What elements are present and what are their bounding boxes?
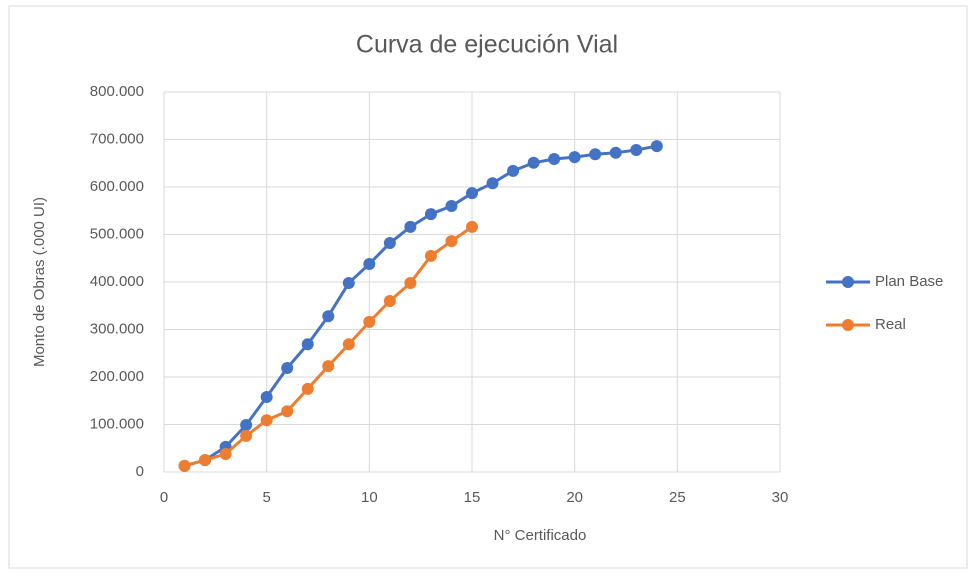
data-point	[383, 295, 396, 307]
data-point	[260, 414, 273, 427]
x-tick-label: 5	[262, 489, 270, 506]
legend-label: Real	[875, 316, 906, 333]
data-point	[219, 447, 232, 460]
data-point	[301, 338, 314, 351]
chart-title: Curva de ejecución Vial	[356, 31, 618, 59]
data-point	[548, 152, 561, 165]
data-point	[322, 360, 335, 373]
data-point	[363, 315, 376, 328]
data-point	[301, 382, 314, 395]
y-tick-label: 100.000	[90, 415, 144, 432]
data-point	[650, 140, 663, 153]
data-point	[240, 418, 253, 431]
y-tick-label: 200.000	[90, 368, 144, 385]
data-point	[342, 276, 355, 289]
data-point	[445, 235, 458, 248]
x-tick-label: 30	[772, 489, 789, 506]
x-tick-label: 25	[669, 489, 686, 506]
data-point	[568, 151, 581, 164]
chart-frame	[8, 5, 968, 569]
data-point	[199, 454, 212, 467]
data-point	[404, 220, 417, 233]
legend-marker	[842, 319, 854, 331]
data-point	[260, 390, 273, 403]
data-point	[589, 148, 602, 161]
y-tick-label: 800.000	[90, 83, 144, 100]
data-point	[609, 146, 622, 159]
data-point	[363, 257, 376, 270]
data-point	[342, 338, 355, 351]
data-point	[404, 276, 417, 289]
x-axis-label: N° Certificado	[494, 527, 587, 544]
y-tick-label: 600.000	[90, 178, 144, 195]
data-point	[486, 177, 499, 190]
data-point	[424, 249, 437, 262]
x-tick-label: 15	[464, 489, 481, 506]
y-tick-label: 500.000	[90, 225, 144, 242]
y-tick-label: 0	[136, 463, 144, 480]
y-axis-label: Monto de Obras (.000 UI)	[31, 197, 48, 367]
data-point	[322, 310, 335, 323]
legend-marker	[842, 276, 854, 288]
data-point	[240, 429, 253, 442]
data-point	[507, 164, 520, 177]
data-point	[281, 361, 294, 374]
y-tick-label: 700.000	[90, 130, 144, 147]
data-point	[424, 208, 437, 221]
y-tick-label: 300.000	[90, 320, 144, 337]
data-point	[383, 237, 396, 250]
data-point	[281, 405, 294, 418]
x-tick-label: 20	[566, 489, 583, 506]
data-point	[527, 156, 540, 169]
x-tick-label: 10	[361, 489, 378, 506]
legend-label: Plan Base	[875, 273, 943, 290]
data-point	[466, 187, 478, 200]
data-point	[630, 143, 643, 156]
data-point	[445, 200, 458, 212]
x-tick-label: 0	[160, 489, 168, 506]
data-point	[178, 459, 191, 472]
data-point	[466, 220, 478, 233]
y-tick-label: 400.000	[90, 273, 144, 290]
